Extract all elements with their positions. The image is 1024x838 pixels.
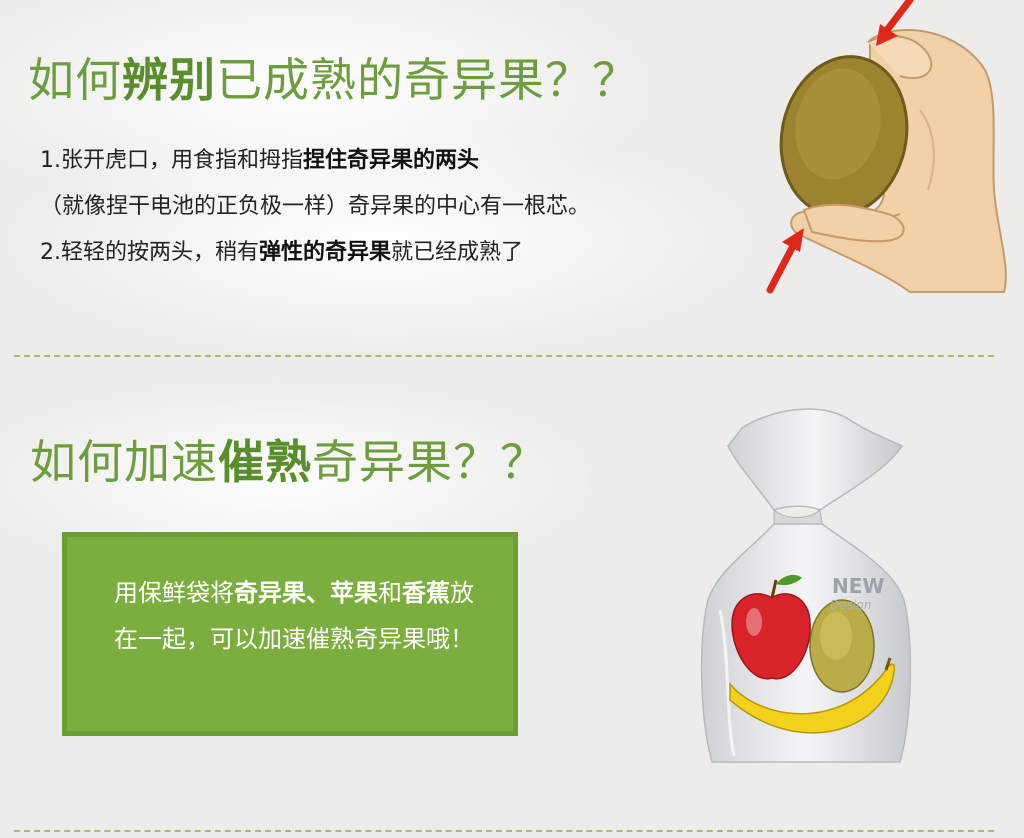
section1-title-bold: 辨别 (122, 53, 216, 107)
ripening-tip-box: 用保鲜袋将奇异果、苹果和香蕉放在一起，可以加速催熟奇异果哦！ (62, 532, 518, 736)
bag-sublabel: Design (830, 598, 872, 612)
hand-pinching-kiwi-icon (766, 0, 1007, 294)
step-1-line-2: （就像捏干电池的正负极一样）奇异果的中心有一根芯。 (40, 194, 591, 219)
section1-title-pre: 如何 (28, 53, 122, 107)
tip-bold-1: 奇异果、苹果 (234, 579, 378, 607)
identify-steps: 1.张开虎口，用食指和拇指捏住奇异果的两头 （就像捏干电池的正负极一样）奇异果的… (40, 138, 760, 276)
step-2-text: 2.轻轻的按两头，稍有 (40, 240, 259, 265)
step-2-text-end: 就已经成熟了 (391, 240, 524, 265)
section1-title: 如何辨别已成熟的奇异果？？ (28, 44, 639, 110)
section-divider-bottom (14, 830, 994, 832)
step-1-text: 1.张开虎口，用食指和拇指 (40, 148, 303, 173)
step-1-line-1: 1.张开虎口，用食指和拇指捏住奇异果的两头 (40, 138, 760, 184)
step-2-bold: 弹性的奇异果 (259, 240, 392, 265)
step-2-line: 2.轻轻的按两头，稍有弹性的奇异果就已经成熟了 (40, 230, 760, 276)
section2-title-bold: 催熟 (218, 435, 312, 489)
tip-bold-2: 香蕉 (402, 579, 450, 607)
ripening-tip-text: 用保鲜袋将奇异果、苹果和香蕉放在一起，可以加速催熟奇异果哦！ (114, 570, 494, 662)
section-divider-top (14, 355, 994, 357)
section2-title: 如何加速催熟奇异果？？ (30, 426, 547, 492)
bag-label: NEW (832, 574, 885, 598)
fruit-bag-icon: NEW Design (690, 400, 920, 770)
section1-title-post: 已成熟的奇异果？？ (216, 53, 639, 107)
tip-text-2: 和 (378, 579, 402, 607)
step-1-bold: 捏住奇异果的两头 (303, 148, 480, 173)
section2-title-post: 奇异果？？ (312, 435, 547, 489)
section2-title-pre: 如何加速 (30, 435, 218, 489)
tip-text-3: 放在一起，可以加速催熟奇异果哦！ (114, 579, 474, 653)
tip-text-1: 用保鲜袋将 (114, 579, 234, 607)
